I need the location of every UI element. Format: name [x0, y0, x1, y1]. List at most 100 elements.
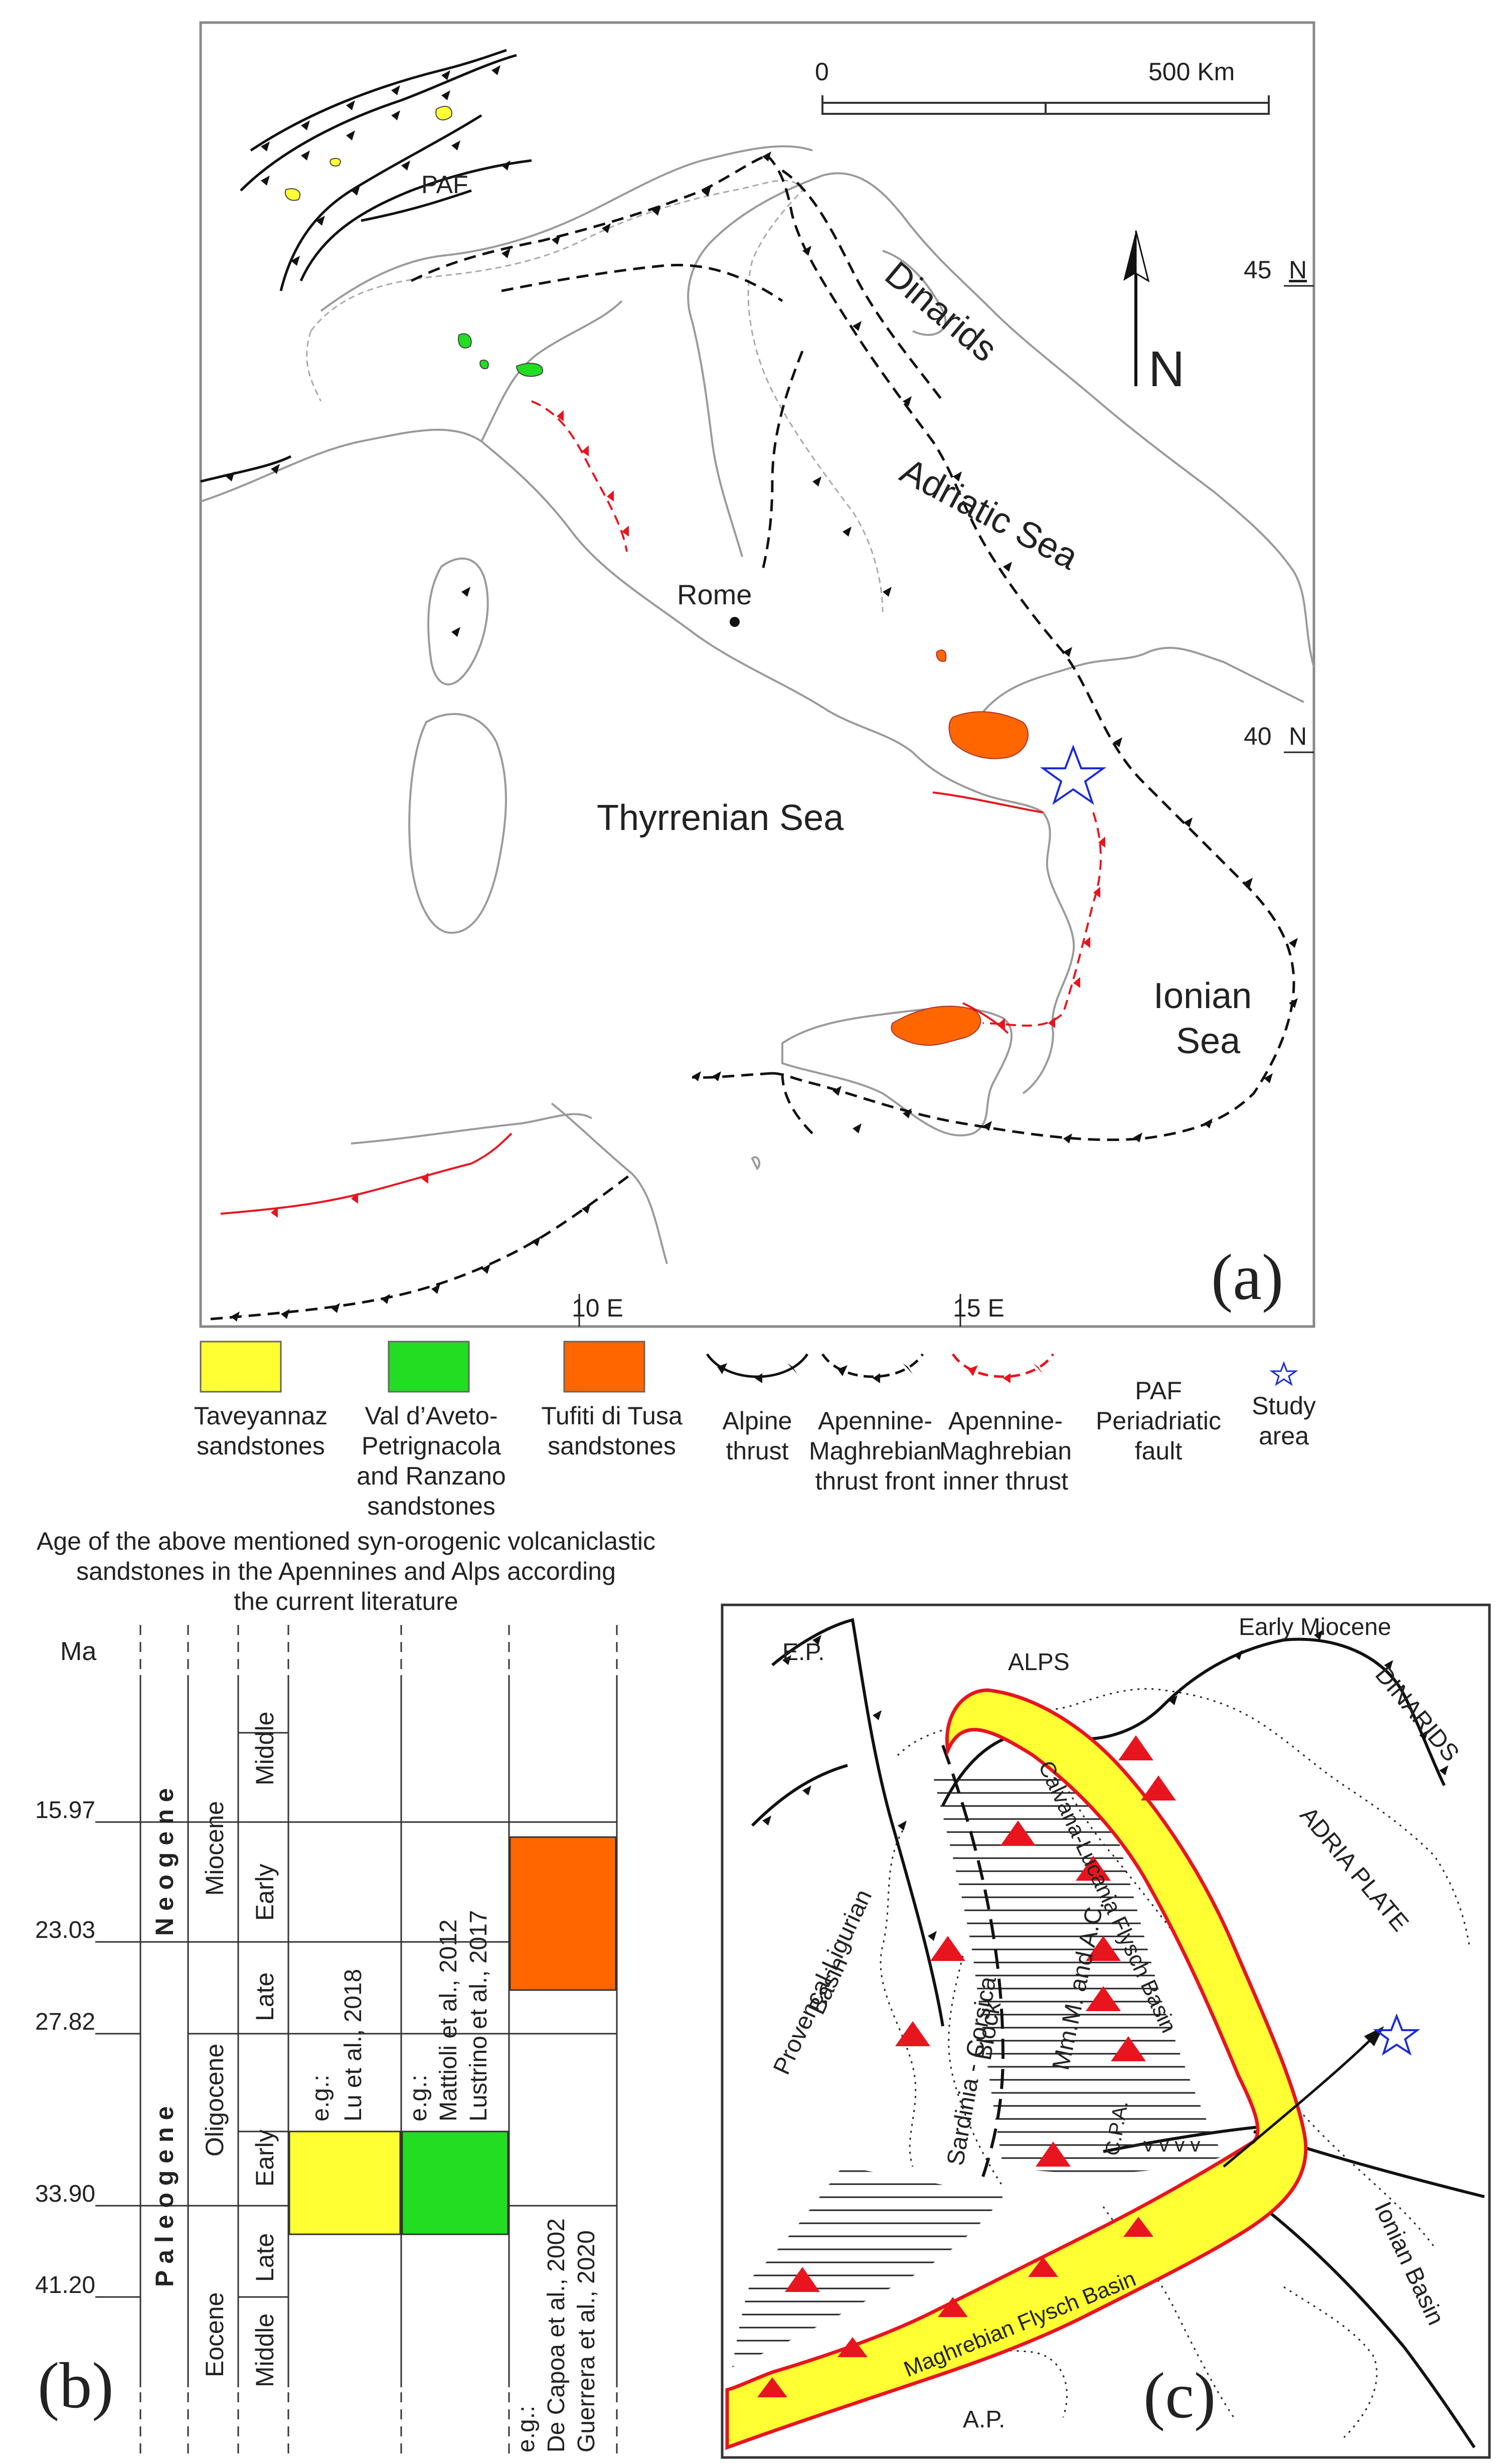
coastlines	[200, 145, 1315, 1264]
ref-taveyannaz-1: Lu et al., 2018	[340, 1969, 367, 2121]
epoch-miocene: Miocene	[201, 1801, 229, 1896]
scale-km: 500 Km	[1148, 58, 1235, 86]
scale-zero: 0	[815, 58, 829, 86]
val-daveto-patches	[458, 333, 543, 377]
ref-valdaveto-2: Lustrino et al., 2017	[465, 1910, 492, 2121]
subepoch-middle-miocene: Middle	[251, 1712, 279, 1785]
legend-swatch-tufiti	[563, 1341, 645, 1393]
chart-b: Ma	[35, 1625, 618, 2457]
subepoch-late-oligocene: Late	[251, 1973, 279, 2021]
lat45-label: 45	[1244, 256, 1272, 284]
period-neogene: N e o g e n e	[150, 1788, 179, 1936]
label-ep: E.P.	[782, 1639, 825, 1666]
age-bar-val-daveto	[401, 2130, 509, 2235]
age-41-20: 41.20	[35, 2272, 95, 2298]
ref-valdaveto-eg: e.g.:	[405, 2075, 432, 2121]
legend-label-taveyannaz-2: sandstones	[197, 1432, 325, 1460]
legend-label-paf-1: Periadriatic	[1096, 1407, 1221, 1435]
legend-label-inner-2: Maghrebian	[939, 1437, 1072, 1465]
lat45-unit: N	[1289, 256, 1307, 284]
legend-label-paf-abbr: PAF	[1135, 1377, 1182, 1405]
study-area-star	[1040, 744, 1107, 805]
legend-label-front-2: Maghrebian	[809, 1437, 941, 1465]
ref-taveyannaz-eg: e.g.:	[307, 2075, 334, 2121]
ref-tufiti-eg: e.g.:	[513, 2406, 540, 2452]
legend-thrust-front-symbol	[821, 1353, 924, 1378]
legend-label-study-2: area	[1259, 1422, 1309, 1450]
hatched-block-corsica	[933, 1771, 1224, 2174]
label-ap: A.P.	[963, 2406, 1005, 2433]
age-caption-line-2: sandstones in the Apennines and Alps acc…	[76, 1557, 616, 1585]
legend-study-star	[1269, 1361, 1298, 1386]
panel-c-label: (c)	[1143, 2360, 1216, 2432]
lon15-label: 15 E	[953, 1294, 1004, 1322]
age-33-90: 33.90	[35, 2181, 95, 2207]
age-caption-line-3: the current literature	[234, 1587, 458, 1615]
lat40-unit: N	[1289, 722, 1307, 750]
legend-label-tufiti-2: sandstones	[548, 1432, 676, 1460]
legend-label-inner-3: inner thrust	[943, 1467, 1068, 1495]
legend-label-inner-1: Apennine-	[948, 1407, 1063, 1435]
subepoch-middle-eocene: Middle	[251, 2314, 279, 2387]
rome-label: Rome	[677, 579, 752, 610]
panel-c-study-star	[1373, 2013, 1420, 2056]
subepoch-early-miocene: Early	[251, 1864, 279, 1921]
legend-label-tufiti-1: Tufiti di Tusa	[541, 1402, 683, 1430]
legend-label-valdaveto-4: sandstones	[367, 1492, 495, 1520]
legend-label-front-3: thrust front	[815, 1467, 935, 1495]
epoch-oligocene: Oligocene	[201, 2044, 229, 2157]
lon10-label: 10 E	[572, 1294, 623, 1322]
epoch-eocene: Eocene	[201, 2292, 229, 2377]
age-27-82: 27.82	[35, 2009, 95, 2035]
age-bar-taveyannaz	[288, 2130, 401, 2235]
north-label: N	[1148, 341, 1185, 397]
legend-label-valdaveto-3: and Ranzano	[357, 1462, 506, 1490]
ionian-label-1: Ionian	[1153, 976, 1252, 1016]
label-early-miocene: Early Miocene	[1239, 1614, 1391, 1640]
legend-label-valdaveto-1: Val d’Aveto-	[365, 1402, 498, 1430]
panel-b-label: (b)	[38, 2350, 114, 2422]
v-marks: v v v v	[1143, 2134, 1200, 2156]
gray-dashed-line	[306, 180, 884, 612]
legend-label-study-1: Study	[1252, 1392, 1316, 1420]
ref-tufiti-1: De Capoa et al., 2002	[543, 2218, 570, 2452]
legend-label-taveyannaz-1: Taveyannaz	[194, 1402, 328, 1430]
tufiti-patches	[891, 649, 1029, 1046]
thyrrenian-label: Thyrrenian Sea	[597, 798, 844, 838]
rome-dot	[730, 617, 740, 627]
volcano-symbols	[757, 1735, 1176, 2397]
scale-bar: 0 500 Km	[815, 58, 1270, 115]
north-arrow: N	[1123, 230, 1185, 397]
subepoch-late-eocene: Late	[251, 2233, 279, 2282]
map-frame	[199, 21, 1315, 1328]
map-panel: 0 500 Km	[199, 21, 1315, 1328]
legend-label-valdaveto-2: Petrignacola	[362, 1432, 501, 1460]
legend: Taveyannaz sandstones Val d’Aveto- Petri…	[194, 1341, 1316, 1520]
ionian-label-2: Sea	[1176, 1021, 1241, 1061]
legend-label-paf-2: fault	[1135, 1437, 1183, 1465]
thrust-teeth	[226, 65, 1298, 1322]
panel-c: v v v v E.P. ALPS Early Miocene DINARIDS…	[721, 1603, 1491, 2459]
thrust-front	[210, 154, 1295, 1321]
hatched-block-maghrebian	[732, 2167, 1003, 2367]
legend-swatch-taveyannaz	[200, 1341, 282, 1393]
legend-label-alpine-1: Alpine	[723, 1407, 792, 1435]
legend-inner-thrust-symbol	[951, 1353, 1055, 1378]
age-23-03: 23.03	[35, 1917, 95, 1943]
paf-label: PAF	[421, 171, 468, 199]
legend-label-alpine-2: thrust	[726, 1437, 788, 1465]
age-15-97: 15.97	[35, 1797, 95, 1824]
legend-swatch-val-daveto	[388, 1341, 470, 1393]
legend-label-front-1: Apennine-	[818, 1407, 932, 1435]
ref-valdaveto-1: Mattioli et al., 2012	[435, 1919, 462, 2121]
age-caption-line-1: Age of the above mentioned syn-orogenic …	[37, 1527, 655, 1555]
age-caption: Age of the above mentioned syn-orogenic …	[37, 1527, 655, 1615]
inner-thrust-teeth	[271, 410, 1105, 1218]
inner-thrust	[220, 400, 1102, 1215]
alpine-thrust	[200, 49, 532, 483]
lat40-label: 40	[1244, 722, 1272, 750]
subepoch-early-oligocene: Early	[251, 2129, 279, 2187]
ma-label: Ma	[60, 1637, 96, 1666]
flysch-basin-band	[725, 1688, 1308, 2450]
